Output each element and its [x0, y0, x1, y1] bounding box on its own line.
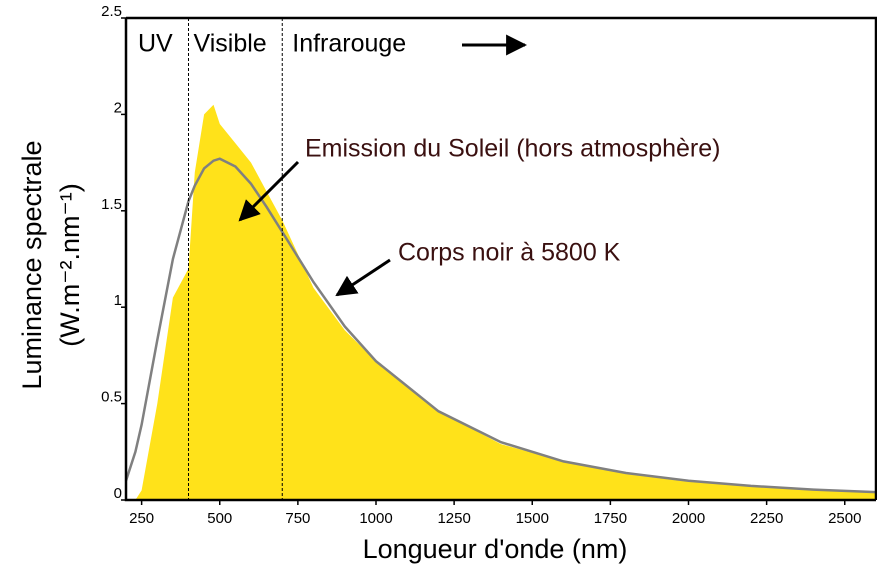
- region-label: Visible: [194, 30, 267, 58]
- y-tick-label: 2: [114, 99, 122, 116]
- x-tick-label: 2000: [672, 510, 705, 527]
- area: [126, 104, 876, 501]
- x-tick-label: 500: [207, 510, 232, 527]
- y-tick-label: 2.5: [101, 3, 122, 20]
- annotation: Emission du Soleil (hors atmosphère): [305, 135, 720, 163]
- x-tick-label: 750: [285, 510, 310, 527]
- x-tick-label: 250: [129, 510, 154, 527]
- annotation-arrow: [335, 258, 391, 297]
- y-axis-label: Luminance spectrale: [17, 140, 47, 389]
- annotation-arrow: [238, 160, 300, 222]
- line: [124, 157, 877, 494]
- x-tick-label: 2500: [828, 510, 861, 527]
- x-tick-label: 1500: [516, 510, 549, 527]
- region-label: UV: [138, 30, 173, 58]
- annotation: Corps noir à 5800 K: [398, 239, 621, 267]
- x-tick-label: 1750: [594, 510, 627, 527]
- region-label: Infrarouge: [292, 30, 406, 58]
- x-axis-label: Longueur d'onde (nm): [363, 534, 628, 564]
- y-tick-label: 0.5: [101, 389, 122, 406]
- y-axis-label: (W.m⁻².nm⁻¹): [55, 183, 85, 346]
- x-tick-label: 1000: [359, 510, 392, 527]
- x-tick-label: 2250: [750, 510, 783, 527]
- x-tick-label: 1250: [437, 510, 470, 527]
- y-tick-label: 1: [114, 292, 122, 309]
- y-tick-label: 1.5: [101, 196, 122, 213]
- y-tick-label: 0: [114, 485, 122, 502]
